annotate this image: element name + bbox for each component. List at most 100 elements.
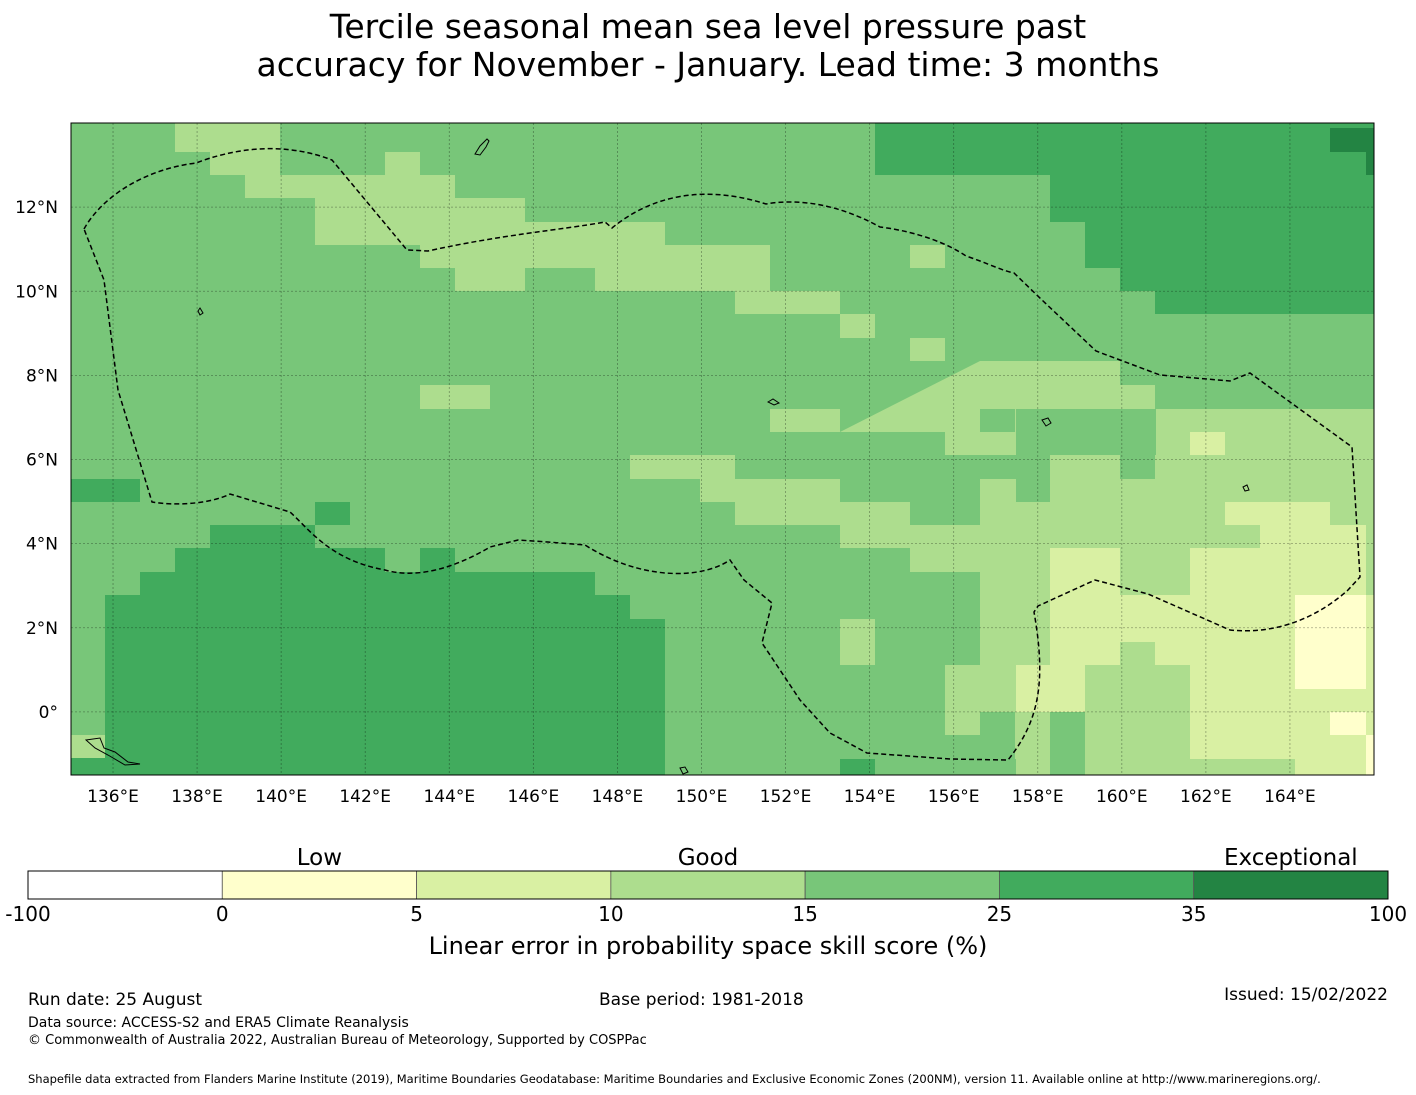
eez-boundary bbox=[83, 147, 1361, 761]
island-png-coast bbox=[84, 737, 141, 766]
cell-good-light-e bbox=[420, 385, 490, 409]
colorbar-tick-labels: -100 0 5 10 15 25 35 100 bbox=[5, 902, 1407, 926]
issued-date: Issued: 15/02/2022 bbox=[1224, 985, 1388, 1005]
longitude-tick-label: 158°E bbox=[1012, 787, 1064, 807]
colorbar-tick-label: 10 bbox=[598, 902, 623, 926]
colorbar-tick-label: 15 bbox=[792, 902, 817, 926]
cell-good-m bbox=[980, 712, 1015, 775]
longitude-tick-label: 150°E bbox=[676, 787, 728, 807]
graticule bbox=[71, 123, 1374, 775]
longitude-tick-label: 154°E bbox=[844, 787, 896, 807]
cell-high-a bbox=[315, 502, 350, 525]
colorbar-segment bbox=[804, 870, 1000, 900]
cell-good-k bbox=[1120, 455, 1155, 479]
longitude-tick-label: 152°E bbox=[760, 787, 812, 807]
longitude-tick-label: 138°E bbox=[171, 787, 223, 807]
colorbar-tick-label: 25 bbox=[987, 902, 1012, 926]
cell-good-h bbox=[1016, 409, 1156, 455]
cell-good-light-b bbox=[840, 314, 875, 338]
chart-title-line-2: accuracy for November - January. Lead ti… bbox=[256, 45, 1160, 84]
colorbar-category-label: Good bbox=[678, 845, 739, 871]
latitude-tick-label: 0° bbox=[39, 703, 58, 723]
longitude-tick-label: 148°E bbox=[592, 787, 644, 807]
colorbar-segment bbox=[27, 870, 223, 900]
base-period: Base period: 1981-2018 bbox=[599, 990, 804, 1010]
latitude-tick-label: 12°N bbox=[15, 198, 58, 218]
map-frame bbox=[70, 122, 1375, 776]
cell-good-light-g bbox=[980, 409, 1015, 432]
data-source: Data source: ACCESS-S2 and ERA5 Climate … bbox=[28, 1015, 409, 1031]
colorbar-tick-label: 100 bbox=[1369, 902, 1407, 926]
chart-title: Tercile seasonal mean sea level pressure… bbox=[0, 8, 1416, 84]
colorbar-segment bbox=[610, 870, 806, 900]
cell-high-b bbox=[71, 479, 140, 502]
colorbar-tick-label: 5 bbox=[410, 902, 423, 926]
skill-cells bbox=[71, 123, 1374, 775]
cell-low-c bbox=[1366, 735, 1374, 775]
cell-good-q bbox=[71, 735, 105, 758]
colorbar-segment bbox=[221, 870, 417, 900]
run-date: Run date: 25 August bbox=[28, 990, 202, 1010]
longitude-tick-label: 146°E bbox=[508, 787, 560, 807]
latitude-tick-label: 2°N bbox=[26, 619, 58, 639]
colorbar-segment bbox=[999, 870, 1195, 900]
cell-region-high-northeast bbox=[875, 123, 1374, 314]
colorbar-tick-label: -100 bbox=[5, 902, 50, 926]
colorbar-axis-label: Linear error in probability space skill … bbox=[429, 932, 988, 960]
island-pohnpei bbox=[1041, 417, 1052, 427]
shapefile-credit: Shapefile data extracted from Flanders M… bbox=[28, 1072, 1321, 1086]
cell-good-light-a bbox=[735, 291, 840, 314]
cell-good-i bbox=[1155, 385, 1374, 409]
cell-exceptional-a bbox=[1330, 128, 1374, 152]
island-outlines bbox=[84, 138, 1250, 775]
island-kosrae bbox=[1242, 484, 1250, 492]
copyright-notice: © Commonwealth of Australia 2022, Austra… bbox=[28, 1033, 647, 1048]
cell-region-high-southwest bbox=[71, 525, 665, 775]
latitude-tick-label: 10°N bbox=[15, 282, 58, 302]
island-small-south bbox=[679, 766, 689, 775]
colorbar-frame bbox=[27, 870, 1389, 900]
cell-fair-a bbox=[1190, 432, 1225, 455]
colorbar-category-label: Exceptional bbox=[1224, 845, 1358, 871]
longitude-tick-labels: 136°E 138°E 140°E 142°E 144°E 146°E 148°E 150°E… bbox=[87, 787, 1316, 807]
island-guam bbox=[474, 138, 490, 156]
island-yap bbox=[197, 307, 204, 316]
longitude-tick-label: 156°E bbox=[928, 787, 980, 807]
cell-fair-c bbox=[1085, 665, 1155, 759]
cell-fair-d bbox=[1155, 665, 1190, 775]
cell-good-o bbox=[945, 735, 980, 775]
longitude-tick-label: 160°E bbox=[1096, 787, 1148, 807]
longitude-tick-label: 142°E bbox=[339, 787, 391, 807]
longitude-tick-label: 162°E bbox=[1180, 787, 1232, 807]
colorbar-segment bbox=[416, 870, 612, 900]
cell-fair-b bbox=[1225, 642, 1295, 759]
cell-good-light-c bbox=[910, 245, 945, 268]
latitude-tick-labels: 12°N 10°N 8°N 6°N 4°N 2°N 0° bbox=[15, 198, 58, 723]
cell-high-c bbox=[840, 759, 875, 775]
cell-good-light-f bbox=[840, 619, 875, 665]
map-panel bbox=[70, 122, 1375, 776]
cell-good-n bbox=[1050, 712, 1085, 775]
latitude-tick-label: 4°N bbox=[26, 535, 58, 555]
chart-title-line-1: Tercile seasonal mean sea level pressure… bbox=[329, 7, 1087, 46]
longitude-tick-label: 144°E bbox=[423, 787, 475, 807]
cell-region-good-light-north bbox=[175, 123, 770, 291]
island-chuuk bbox=[766, 398, 781, 406]
cell-good-l bbox=[945, 595, 980, 665]
longitude-tick-label: 136°E bbox=[87, 787, 139, 807]
cell-low-a bbox=[1295, 595, 1366, 689]
latitude-tick-label: 6°N bbox=[26, 451, 58, 471]
cell-good-light-d bbox=[910, 338, 945, 361]
cell-low-b bbox=[1330, 712, 1366, 735]
cell-exceptional-b bbox=[1366, 152, 1374, 175]
colorbar-category-label: Low bbox=[297, 845, 342, 871]
latitude-tick-label: 8°N bbox=[26, 366, 58, 386]
longitude-tick-label: 164°E bbox=[1264, 787, 1316, 807]
colorbar-tick-label: 35 bbox=[1181, 902, 1206, 926]
colorbar bbox=[27, 870, 1389, 900]
colorbar-category-labels: Low Good Exceptional bbox=[297, 845, 1358, 871]
longitude-tick-label: 140°E bbox=[255, 787, 307, 807]
colorbar-segment bbox=[1193, 870, 1389, 900]
colorbar-tick-label: 0 bbox=[216, 902, 229, 926]
